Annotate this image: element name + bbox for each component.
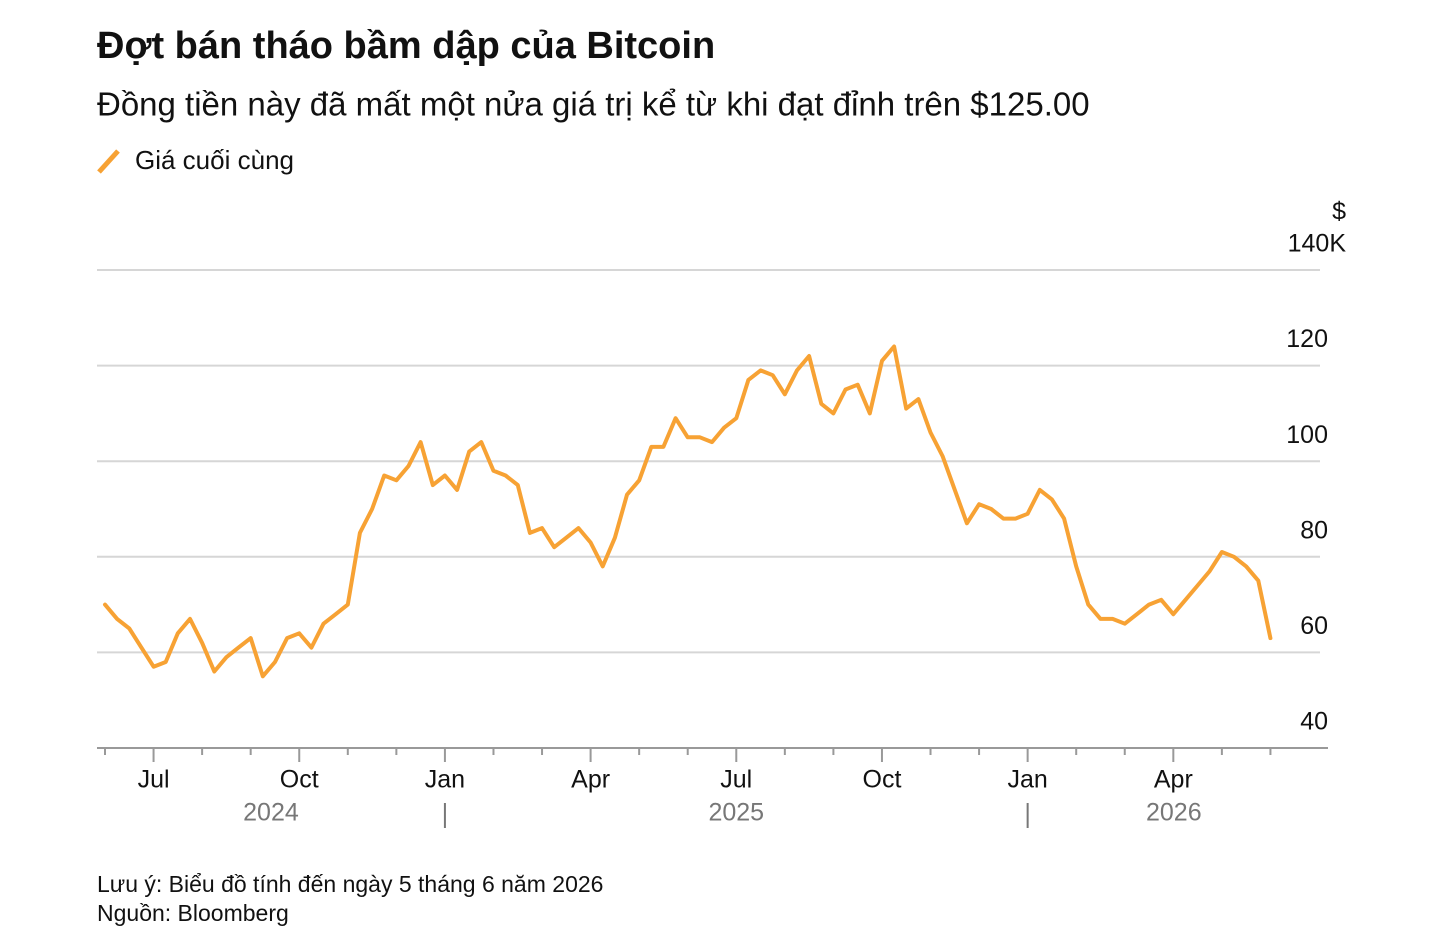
chart-subtitle: Đồng tiền này đã mất một nửa giá trị kể …: [97, 86, 1090, 123]
x-tick-label: Jan: [1007, 766, 1047, 794]
x-tick-label: Jan: [425, 766, 465, 794]
year-label: 2024: [243, 799, 299, 827]
y-tick-label: 120: [1286, 325, 1328, 353]
x-tick-label: Jul: [720, 766, 752, 794]
x-tick-label: Apr: [571, 766, 610, 794]
year-label: 2026: [1146, 799, 1202, 827]
y-tick-label: 60: [1300, 612, 1328, 640]
x-tick-label: Oct: [863, 766, 902, 794]
source: Nguồn: Bloomberg: [97, 900, 289, 926]
year-label: 2025: [708, 799, 764, 827]
y-tick-label: 80: [1300, 516, 1328, 544]
legend-label: Giá cuối cùng: [135, 145, 294, 175]
x-tick-label: Oct: [280, 766, 319, 794]
y-tick-label: 40: [1300, 708, 1328, 736]
x-tick-label: Jul: [138, 766, 170, 794]
y-unit: $: [1332, 198, 1346, 226]
note: Lưu ý: Biểu đồ tính đến ngày 5 tháng 6 n…: [97, 871, 603, 897]
chart-title: Đợt bán tháo bầm dập của Bitcoin: [97, 25, 715, 67]
y-tick-label: 100: [1286, 421, 1328, 449]
legend-swatch: [97, 149, 120, 174]
price-line: [103, 344, 1273, 679]
y-tick-label: 140K: [1288, 230, 1347, 258]
x-tick-label: Apr: [1154, 766, 1193, 794]
